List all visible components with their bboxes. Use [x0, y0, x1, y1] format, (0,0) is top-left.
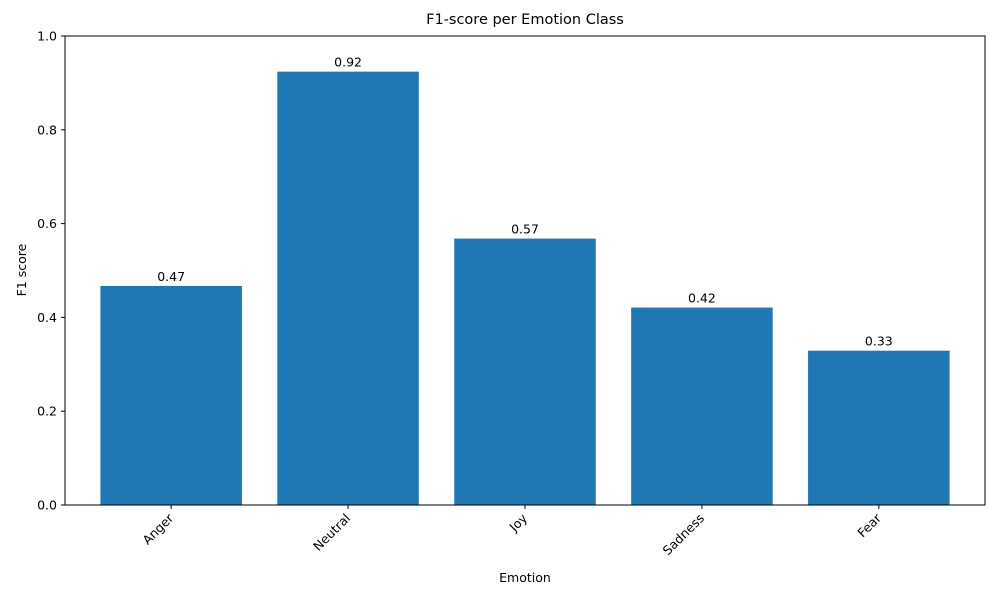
y-tick-label: 0.4: [37, 310, 57, 325]
data-label-sadness: 0.42: [688, 291, 716, 306]
data-label-neutral: 0.92: [334, 55, 362, 70]
y-tick-label: 0.0: [37, 498, 57, 513]
data-labels-layer: 0.47 0.92 0.57 0.42 0.33: [157, 55, 893, 349]
bar-fear: [808, 350, 950, 505]
y-tick-label: 0.6: [37, 216, 57, 231]
data-label-fear: 0.33: [865, 334, 893, 349]
bar-anger: [100, 285, 242, 505]
bars-layer: [100, 71, 950, 506]
bar-sadness: [631, 307, 773, 505]
data-label-anger: 0.47: [157, 269, 185, 284]
data-label-joy: 0.57: [511, 222, 539, 237]
axes-frame: [64, 35, 986, 506]
y-tick-label: 1.0: [37, 29, 57, 44]
plot-frame: [64, 35, 986, 506]
bar-neutral: [277, 71, 419, 506]
y-tick-label: 0.2: [37, 404, 57, 419]
chart-title: F1-score per Emotion Class: [426, 12, 624, 28]
y-tick-label: 0.8: [37, 122, 57, 137]
bar-joy: [454, 238, 596, 505]
x-axis-label: Emotion: [499, 570, 551, 585]
y-axis-label: F1 score: [14, 243, 29, 296]
